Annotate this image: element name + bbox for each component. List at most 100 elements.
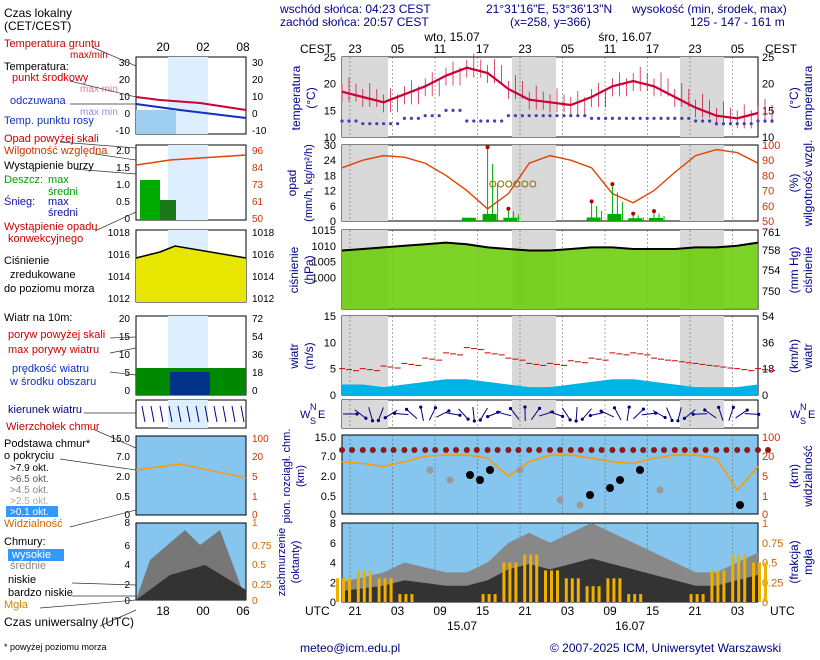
legend-precip-tick: 1.0 <box>116 180 130 191</box>
legend-wind-tick-right: 18 <box>252 368 264 379</box>
dew-point-dot <box>645 116 649 120</box>
cbase-unit: (km) <box>295 465 307 487</box>
wind-dir-arrow <box>704 409 717 419</box>
dew-point-dot <box>617 116 622 120</box>
precip-mean-bar <box>607 213 622 221</box>
legend-humidity: Wilgotność względna <box>4 145 108 157</box>
storm-marker <box>529 180 537 188</box>
coordinates: 21°31'16"E, 53°36'13"N <box>486 2 613 16</box>
legend-connector <box>71 582 137 586</box>
legend-wind-tick: 5 <box>124 368 130 379</box>
legend-temp-mid-range: max min <box>80 84 118 95</box>
day-label-top: śro, 16.07 <box>598 30 652 44</box>
storm-marker <box>521 180 529 188</box>
dew-point-dot <box>562 114 566 118</box>
fog-tick-right: 0.75 <box>762 538 783 550</box>
cbase-tick-left: 0 <box>330 509 336 521</box>
legend-humidity-tick: 96 <box>252 146 264 157</box>
humidity-unit: (%) <box>787 174 801 193</box>
cbase-tick-left: 7.0 <box>321 451 336 463</box>
dew-point-dot <box>590 116 594 120</box>
precip-tick-left: 30 <box>324 140 336 152</box>
dir-letter-s-right: S <box>800 416 806 426</box>
wind-dir-arrow <box>575 406 578 422</box>
dew-point-dot <box>423 114 427 118</box>
legend-dir-arrow <box>240 405 245 423</box>
fog-bar <box>529 554 533 602</box>
fog-bar <box>737 554 741 602</box>
dew-point-dot <box>694 119 698 123</box>
legend-vis-tick: 20 <box>252 452 264 463</box>
vis-tick-right: 1 <box>762 491 768 503</box>
fog-tick-right: 1 <box>762 518 768 530</box>
cloud-top-dot <box>577 447 584 453</box>
precip-tick-left: 18 <box>324 170 336 182</box>
fog-bar <box>356 570 360 602</box>
legend-humidity-tick: 50 <box>252 214 264 225</box>
dew-point-dot <box>749 122 753 126</box>
legend-wind-tick: 20 <box>119 314 131 325</box>
legend-cl-low: niskie <box>8 574 36 586</box>
wind-dir-arrow <box>633 408 644 420</box>
dew-point-dot <box>638 116 642 120</box>
legend-humidity-tick: 61 <box>252 197 264 208</box>
legend-rain: Deszcz: <box>4 174 43 186</box>
email-link[interactable]: meteo@icm.edu.pl <box>300 641 401 655</box>
hour-tick-bottom: 21 <box>348 604 362 618</box>
legend-temp-tick-right: 20 <box>252 75 264 86</box>
pressure-unit-right: (mm Hg) <box>787 247 801 294</box>
fog-bar <box>342 578 345 602</box>
dew-point-dot <box>416 116 420 120</box>
cloud-base-dot <box>446 476 454 484</box>
dew-point-dot <box>659 116 663 120</box>
dew-point-dot <box>354 119 358 123</box>
cloud-top-dot <box>390 447 397 453</box>
temp-tick-right: 20 <box>762 79 774 91</box>
pressure-title: ciśnienie <box>287 246 301 293</box>
wind-dir-head <box>486 415 490 419</box>
pressure-area <box>342 242 758 309</box>
legend-cbase-tick: 0.5 <box>116 492 130 503</box>
wind-tick-right: 54 <box>762 311 774 323</box>
fog-bar <box>523 554 527 602</box>
legend-humidity-line <box>135 154 247 166</box>
precip-mean-bar <box>461 217 476 221</box>
legend-felt-line <box>135 103 247 119</box>
dew-point-dot <box>666 116 670 120</box>
legend-temp-mid: punkt środkowy <box>12 72 89 84</box>
fog-bar <box>639 594 643 602</box>
legend-connector <box>109 336 137 339</box>
panel-cb <box>341 434 759 515</box>
legend-hour-top: 02 <box>196 40 210 54</box>
wind-dir-head <box>568 418 572 422</box>
vis-title: widzialność <box>801 445 815 507</box>
dew-point-dot <box>576 114 580 118</box>
dir-letter-e: E <box>318 409 325 421</box>
legend-snow-mean: średni <box>48 207 78 219</box>
wind-dir-arrow <box>354 409 367 419</box>
wind-dir-arrow <box>458 408 469 420</box>
legend-felt-range: max min <box>80 107 118 118</box>
legend-connector <box>39 599 137 609</box>
dew-point-dot <box>444 108 448 112</box>
fog-bar <box>487 594 491 602</box>
wind-dir-head <box>508 406 513 411</box>
wind-dir-head <box>703 408 707 412</box>
cloud-top-dot <box>609 447 616 453</box>
fog-bar <box>752 562 755 602</box>
hour-tick-top: 17 <box>646 42 660 56</box>
wind-tick-right: 18 <box>762 364 774 376</box>
pressure-tick-left: 1005 <box>312 257 336 269</box>
legend-ground-maxmin: max/min <box>70 50 108 61</box>
hour-tick-bottom: 21 <box>688 604 702 618</box>
legend-gust-max: max porywy wiatru <box>8 344 99 356</box>
cloud-base-dot-dense <box>486 466 494 474</box>
wind-dir-arrow <box>420 407 424 421</box>
legend-vis-tick: 5 <box>252 472 258 483</box>
legend-felt: odczuwana <box>10 95 67 107</box>
legend-panel-cb <box>135 435 247 516</box>
wind-dir-head <box>447 409 451 413</box>
legend-cloud-low <box>136 565 246 600</box>
precip-mean-bar <box>482 213 497 221</box>
dir-letter-w-right: W <box>790 409 801 421</box>
